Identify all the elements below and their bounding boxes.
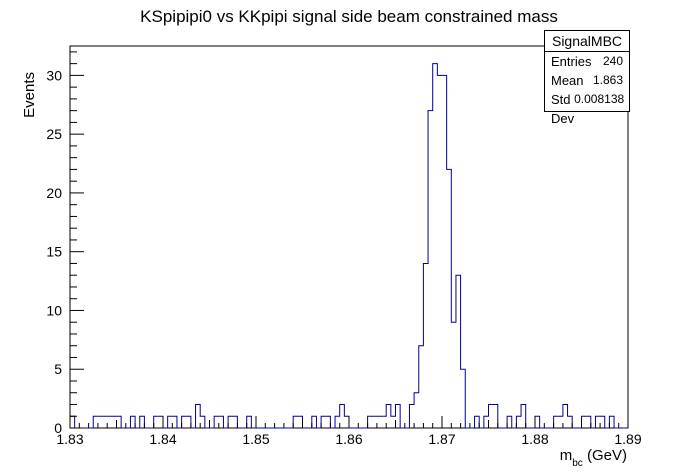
y-axis-label: Events [21, 72, 38, 118]
x-tick-label: 1.84 [149, 431, 176, 447]
stats-value: 0.008138 [574, 92, 625, 106]
stats-row-mean: Mean 1.863 [545, 71, 629, 90]
stats-label: Std Dev [551, 92, 575, 126]
y-tick-label: 0 [54, 420, 62, 436]
stats-label: Mean [551, 73, 584, 88]
x-axis-label: mbc (GeV) [560, 447, 627, 469]
plot-area: 1.83 1.84 1.85 1.86 1.87 1.88 1.89 0 5 10 15 20 25 30 [46, 45, 642, 447]
y-tick-label: 5 [54, 361, 62, 377]
stats-title: SignalMBC [545, 31, 629, 52]
stats-box: SignalMBC Entries 240 Mean 1.863 Std Dev… [544, 30, 630, 126]
stats-row-entries: Entries 240 [545, 52, 629, 71]
x-tick-label: 1.87 [428, 431, 455, 447]
y-tick-label: 10 [46, 302, 62, 318]
y-tick-label: 20 [46, 185, 62, 201]
y-tick-label: 25 [46, 126, 62, 142]
x-tick-label: 1.85 [242, 431, 269, 447]
histogram-series-line [69, 63, 628, 429]
x-tick-label: 1.83 [56, 431, 83, 447]
stats-label: Entries [551, 54, 592, 69]
x-tick-label: 1.89 [614, 431, 641, 447]
y-tick-label: 30 [46, 67, 62, 83]
stats-value: 1.863 [592, 73, 623, 87]
chart-title: KSpipipi0 vs KKpipi signal side beam con… [140, 7, 558, 26]
stats-row-stddev: Std Dev 0.008138 [545, 90, 629, 126]
x-tick-label: 1.86 [335, 431, 362, 447]
y-tick-label: 15 [46, 244, 62, 260]
stats-value: 240 [602, 54, 623, 68]
x-tick-label: 1.88 [521, 431, 548, 447]
